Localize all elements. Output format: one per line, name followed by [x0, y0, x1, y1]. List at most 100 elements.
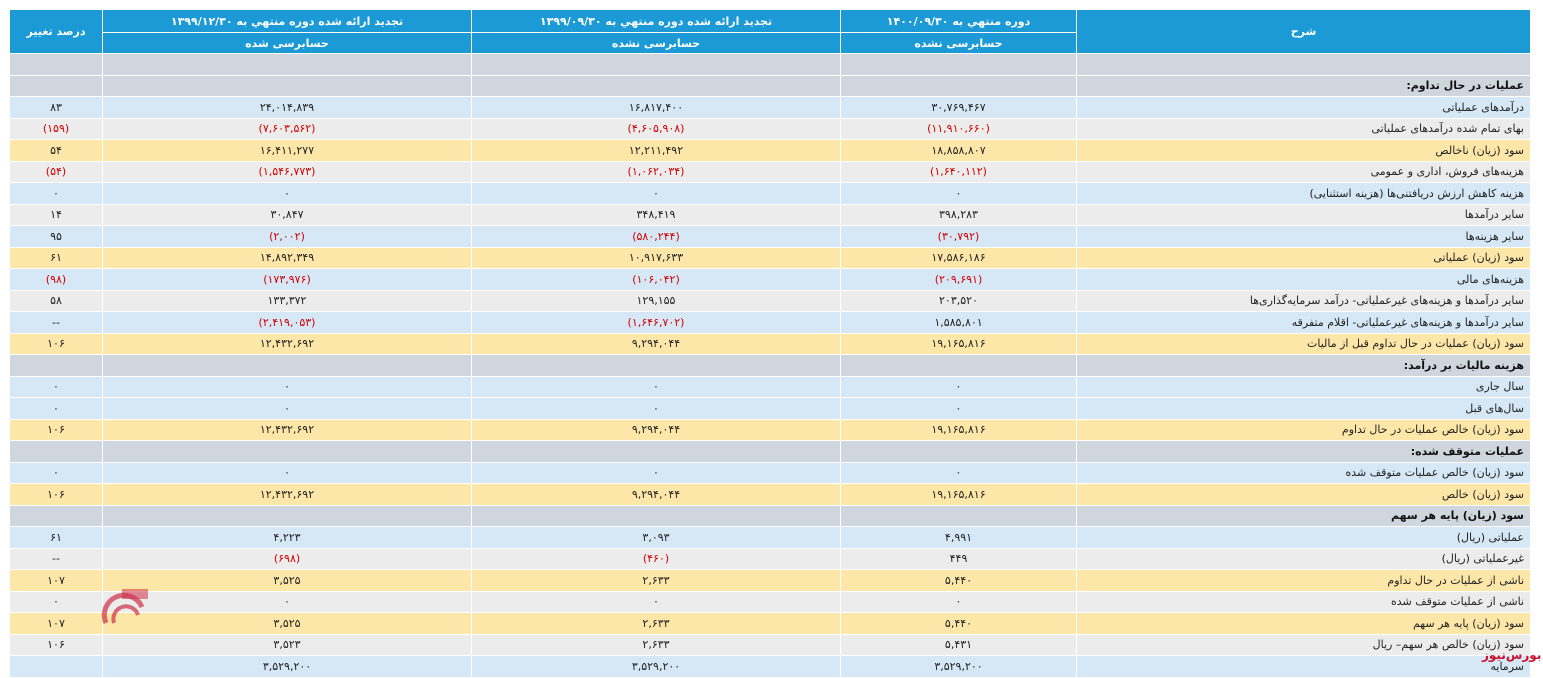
- cell-1400-09-30: ۵,۴۳۱: [840, 633, 1077, 656]
- table-row: غیرعملیاتی (ریال) ۴۴۹ (۴۶۰) (۶۹۸) --: [9, 547, 1531, 570]
- cell-percent-change: --: [9, 311, 103, 334]
- cell-1400-09-30: [840, 440, 1077, 463]
- table-row: هزینه‌های مالی (۲۰۹,۶۹۱) (۱۰۶,۰۴۲) (۱۷۳,۹۷۶…: [9, 268, 1531, 291]
- cell-1399-12-30: ۴,۲۲۳: [102, 526, 472, 549]
- table-row: سود (زیان) خالص عملیات در حال تداوم ۱۹,۱۶…: [9, 418, 1531, 441]
- table-row: سایر درآمدها و هزینه‌های غیرعملیاتی- اقل…: [9, 311, 1531, 334]
- table-row: [9, 53, 1531, 76]
- cell-1400-09-30: ۱۹,۱۶۵,۸۱۶: [840, 332, 1077, 355]
- cell-percent-change: ۵۴: [9, 139, 103, 162]
- cell-1399-12-30: ۳,۵۲۳: [102, 633, 472, 656]
- cell-percent-change: ۶۱: [9, 526, 103, 549]
- bourse-news-watermark-logo: [101, 589, 148, 625]
- cell-1399-12-30: ۲۴,۰۱۴,۸۳۹: [102, 96, 472, 119]
- table-row: سود (زیان) خالص ۱۹,۱۶۵,۸۱۶ ۹,۲۹۴,۰۴۴ ۱۲,۴۳۲…: [9, 483, 1531, 506]
- row-description: سال‌های قبل: [1076, 397, 1531, 420]
- table-row: عملیاتی (ریال) ۴,۹۹۱ ۳,۰۹۳ ۴,۲۲۳ ۶۱: [9, 526, 1531, 549]
- cell-percent-change: ۶۱: [9, 246, 103, 269]
- cell-1400-09-30: ۰: [840, 590, 1077, 613]
- cell-1399-12-30: (۷,۶۰۳,۵۶۲): [102, 117, 472, 140]
- table-row: سود (زیان) ناخالص ۱۸,۸۵۸,۸۰۷ ۱۲,۲۱۱,۴۹۲ ۱۶,…: [9, 139, 1531, 162]
- cell-percent-change: [9, 53, 103, 76]
- cell-1400-09-30: [840, 354, 1077, 377]
- cell-percent-change: ۰: [9, 182, 103, 205]
- cell-1399-12-30: [102, 53, 472, 76]
- cell-1399-12-30: ۰: [102, 182, 472, 205]
- cell-percent-change: (۱۵۹): [9, 117, 103, 140]
- cell-1399-09-30: ۰: [471, 461, 841, 484]
- income-statement-table: شرح دوره منتهي به ۱۴۰۰/۰۹/۳۰ تجدید ارائه…: [9, 9, 1531, 678]
- cell-1400-09-30: ۳۰,۷۶۹,۴۶۷: [840, 96, 1077, 119]
- cell-percent-change: ۰: [9, 397, 103, 420]
- cell-1399-09-30: (۱,۶۴۶,۷۰۲): [471, 311, 841, 334]
- cell-1400-09-30: ۱۹,۱۶۵,۸۱۶: [840, 483, 1077, 506]
- cell-1399-09-30: ۱۲۹,۱۵۵: [471, 289, 841, 312]
- cell-1399-09-30: [471, 74, 841, 97]
- row-description: سود (زیان) خالص: [1076, 483, 1531, 506]
- table-body: عملیات در حال تداوم: درآمدهای عملیاتی ۳۰,۷…: [9, 53, 1531, 678]
- cell-1399-12-30: ۰: [102, 590, 472, 613]
- cell-1399-12-30: (۱۷۳,۹۷۶): [102, 268, 472, 291]
- row-description: سود (زیان) خالص هر سهم– ریال: [1076, 633, 1531, 656]
- row-description: سایر درآمدها و هزینه‌های غیرعملیاتی- درآ…: [1076, 289, 1531, 312]
- cell-1399-09-30: ۹,۲۹۴,۰۴۴: [471, 483, 841, 506]
- cell-1399-09-30: ۲,۶۳۳: [471, 569, 841, 592]
- row-description: سود (زیان) ناخالص: [1076, 139, 1531, 162]
- cell-1399-12-30: ۱۶,۴۱۱,۲۷۷: [102, 139, 472, 162]
- cell-1400-09-30: ۲۰۳,۵۲۰: [840, 289, 1077, 312]
- cell-percent-change: ۱۰۷: [9, 612, 103, 635]
- table-row: درآمدهای عملیاتی ۳۰,۷۶۹,۴۶۷ ۱۶,۸۱۷,۴۰۰ ۲۴,۰…: [9, 96, 1531, 119]
- cell-percent-change: ۰: [9, 461, 103, 484]
- cell-percent-change: ۵۸: [9, 289, 103, 312]
- table-row: سایر هزینه‌ها (۳۰,۷۹۲) (۵۸۰,۲۴۴) (۲,۰۰۲) ۹۵: [9, 225, 1531, 248]
- cell-1400-09-30: (۲۰۹,۶۹۱): [840, 268, 1077, 291]
- row-description: سود (زیان) خالص عملیات در حال تداوم: [1076, 418, 1531, 441]
- header-description: شرح: [1076, 9, 1531, 54]
- cell-1400-09-30: ۰: [840, 461, 1077, 484]
- cell-percent-change: ۰: [9, 375, 103, 398]
- cell-1399-12-30: ۱۲,۴۳۲,۶۹۲: [102, 418, 472, 441]
- cell-1399-12-30: [102, 74, 472, 97]
- cell-1399-09-30: ۹,۲۹۴,۰۴۴: [471, 418, 841, 441]
- row-description: سایر درآمدها: [1076, 203, 1531, 226]
- table-row: سایر درآمدها ۳۹۸,۲۸۳ ۳۴۸,۴۱۹ ۳۰,۸۴۷ ۱۴: [9, 203, 1531, 226]
- row-description: سرمایه: [1076, 655, 1531, 678]
- row-description: سود (زیان) عملیات در حال تداوم قبل از ما…: [1076, 332, 1531, 355]
- section-header-row: عملیات در حال تداوم:: [9, 74, 1531, 97]
- header-percent-change: درصد تغییر: [9, 9, 103, 54]
- cell-1400-09-30: ۱,۵۸۵,۸۰۱: [840, 311, 1077, 334]
- cell-percent-change: [9, 440, 103, 463]
- cell-1400-09-30: ۰: [840, 397, 1077, 420]
- cell-percent-change: (۹۸): [9, 268, 103, 291]
- cell-percent-change: --: [9, 547, 103, 570]
- table-row: سود (زیان) خالص عملیات متوقف شده ۰ ۰ ۰ ۰: [9, 461, 1531, 484]
- cell-1399-12-30: [102, 504, 472, 527]
- cell-1399-12-30: ۰: [102, 375, 472, 398]
- cell-1400-09-30: ۰: [840, 182, 1077, 205]
- cell-1400-09-30: ۳,۵۲۹,۲۰۰: [840, 655, 1077, 678]
- cell-1399-12-30: ۳۰,۸۴۷: [102, 203, 472, 226]
- cell-percent-change: [9, 655, 103, 678]
- cell-1399-09-30: ۰: [471, 182, 841, 205]
- row-description: سایر درآمدها و هزینه‌های غیرعملیاتی- اقل…: [1076, 311, 1531, 334]
- header-col-1400-09-30: دوره منتهي به ۱۴۰۰/۰۹/۳۰: [840, 9, 1077, 33]
- cell-1399-09-30: ۰: [471, 375, 841, 398]
- cell-1400-09-30: ۱۷,۵۸۶,۱۸۶: [840, 246, 1077, 269]
- row-description: سایر هزینه‌ها: [1076, 225, 1531, 248]
- cell-1400-09-30: ۵,۴۴۰: [840, 612, 1077, 635]
- cell-1399-09-30: ۰: [471, 397, 841, 420]
- cell-percent-change: ۹۵: [9, 225, 103, 248]
- cell-1399-12-30: ۳,۵۲۵: [102, 569, 472, 592]
- brand-label: بورس‌نیوز: [1482, 648, 1542, 662]
- row-description: [1076, 53, 1531, 76]
- cell-1399-09-30: ۱۰,۹۱۷,۶۳۳: [471, 246, 841, 269]
- cell-percent-change: ۰: [9, 590, 103, 613]
- cell-1399-09-30: (۱۰۶,۰۴۲): [471, 268, 841, 291]
- section-header-row: هزینه مالیات بر درآمد:: [9, 354, 1531, 377]
- table-row: ناشی از عملیات متوقف شده ۰ ۰ ۰ ۰: [9, 590, 1531, 613]
- cell-1399-09-30: [471, 53, 841, 76]
- row-description: عملیات متوقف شده:: [1076, 440, 1531, 463]
- row-description: عملیاتی (ریال): [1076, 526, 1531, 549]
- cell-1400-09-30: ۳۹۸,۲۸۳: [840, 203, 1077, 226]
- cell-1399-09-30: (۱,۰۶۲,۰۳۴): [471, 160, 841, 183]
